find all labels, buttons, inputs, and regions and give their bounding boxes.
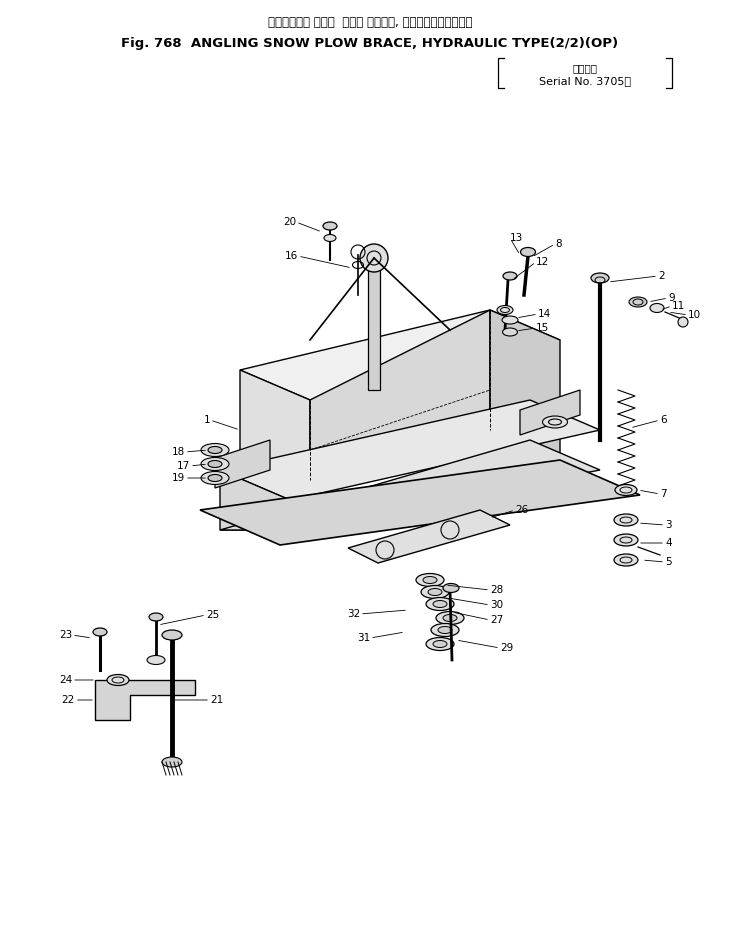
- Polygon shape: [200, 460, 640, 545]
- Text: 12: 12: [536, 257, 549, 267]
- Text: 24: 24: [58, 675, 72, 685]
- Text: 6: 6: [660, 415, 667, 425]
- Text: 9: 9: [668, 293, 675, 303]
- Text: 7: 7: [660, 489, 667, 499]
- Ellipse shape: [502, 316, 518, 324]
- Ellipse shape: [542, 416, 568, 428]
- Polygon shape: [520, 390, 580, 435]
- Polygon shape: [220, 470, 290, 530]
- Polygon shape: [220, 440, 600, 530]
- Text: 14: 14: [538, 309, 551, 319]
- Ellipse shape: [208, 475, 222, 481]
- Ellipse shape: [93, 628, 107, 636]
- Text: 19: 19: [172, 473, 185, 483]
- Ellipse shape: [421, 586, 449, 598]
- Ellipse shape: [438, 626, 452, 634]
- Text: 21: 21: [210, 695, 223, 705]
- Ellipse shape: [208, 447, 222, 453]
- Text: 17: 17: [177, 461, 190, 471]
- Ellipse shape: [324, 235, 336, 241]
- Text: 29: 29: [500, 643, 514, 653]
- Ellipse shape: [147, 656, 165, 664]
- Ellipse shape: [614, 534, 638, 546]
- Polygon shape: [490, 310, 560, 460]
- Ellipse shape: [162, 757, 182, 767]
- Polygon shape: [95, 680, 195, 720]
- Ellipse shape: [443, 614, 457, 622]
- Text: 8: 8: [555, 239, 562, 249]
- Ellipse shape: [436, 611, 464, 625]
- Text: 28: 28: [490, 585, 503, 595]
- Text: 11: 11: [672, 301, 685, 311]
- Ellipse shape: [497, 305, 513, 315]
- Circle shape: [360, 244, 388, 272]
- Ellipse shape: [149, 613, 163, 621]
- Ellipse shape: [591, 273, 609, 283]
- Ellipse shape: [629, 297, 647, 307]
- Polygon shape: [240, 370, 310, 480]
- Text: 30: 30: [490, 600, 503, 610]
- Ellipse shape: [208, 461, 222, 467]
- Text: 13: 13: [510, 233, 523, 243]
- Text: 32: 32: [347, 609, 360, 619]
- Text: 3: 3: [665, 520, 672, 530]
- Ellipse shape: [426, 638, 454, 651]
- Ellipse shape: [520, 248, 536, 256]
- Ellipse shape: [615, 484, 637, 495]
- Polygon shape: [310, 310, 490, 480]
- Ellipse shape: [201, 458, 229, 470]
- Text: 15: 15: [536, 323, 549, 333]
- Text: 18: 18: [172, 447, 185, 457]
- Ellipse shape: [201, 444, 229, 457]
- Polygon shape: [240, 310, 560, 400]
- Text: 20: 20: [283, 217, 296, 227]
- Text: 10: 10: [688, 310, 701, 320]
- Ellipse shape: [201, 472, 229, 484]
- Text: 4: 4: [665, 538, 672, 548]
- Ellipse shape: [502, 328, 517, 336]
- Text: 適用号機: 適用号機: [573, 63, 597, 73]
- Ellipse shape: [433, 600, 447, 608]
- Text: Serial No. 3705～: Serial No. 3705～: [539, 76, 631, 86]
- Polygon shape: [215, 440, 270, 488]
- Polygon shape: [348, 510, 510, 563]
- Text: 26: 26: [515, 505, 528, 515]
- Text: 5: 5: [665, 557, 672, 567]
- Polygon shape: [368, 265, 380, 390]
- Ellipse shape: [433, 641, 447, 647]
- Ellipse shape: [431, 624, 459, 637]
- Text: 25: 25: [206, 610, 219, 620]
- Ellipse shape: [614, 514, 638, 526]
- Text: アングリング スノー  ブラウ ブレース, ハイドロリックタイプ: アングリング スノー ブラウ ブレース, ハイドロリックタイプ: [268, 15, 472, 28]
- Ellipse shape: [443, 583, 459, 593]
- Text: Fig. 768  ANGLING SNOW PLOW BRACE, HYDRAULIC TYPE(2/2)(OP): Fig. 768 ANGLING SNOW PLOW BRACE, HYDRAU…: [121, 37, 619, 50]
- Text: 27: 27: [490, 615, 503, 625]
- Text: 16: 16: [285, 251, 298, 261]
- Ellipse shape: [107, 674, 129, 686]
- Ellipse shape: [416, 574, 444, 587]
- Polygon shape: [220, 400, 600, 500]
- Ellipse shape: [650, 303, 664, 313]
- Ellipse shape: [162, 630, 182, 640]
- Ellipse shape: [423, 577, 437, 583]
- Text: 23: 23: [58, 630, 72, 640]
- Ellipse shape: [503, 272, 517, 280]
- Text: 1: 1: [204, 415, 210, 425]
- Ellipse shape: [323, 222, 337, 230]
- Circle shape: [678, 317, 688, 327]
- Text: 22: 22: [61, 695, 75, 705]
- Ellipse shape: [614, 554, 638, 566]
- Text: 2: 2: [658, 271, 665, 281]
- Ellipse shape: [426, 597, 454, 610]
- Text: 31: 31: [357, 633, 370, 643]
- Ellipse shape: [428, 589, 442, 595]
